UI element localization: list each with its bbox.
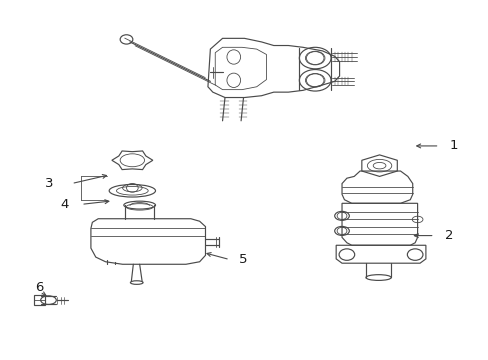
- Text: 1: 1: [449, 139, 457, 152]
- Text: 6: 6: [36, 281, 44, 294]
- Text: 2: 2: [444, 229, 452, 242]
- Bar: [34, 295, 44, 305]
- Text: 4: 4: [60, 198, 68, 211]
- Text: 3: 3: [45, 177, 54, 190]
- Text: 5: 5: [239, 253, 247, 266]
